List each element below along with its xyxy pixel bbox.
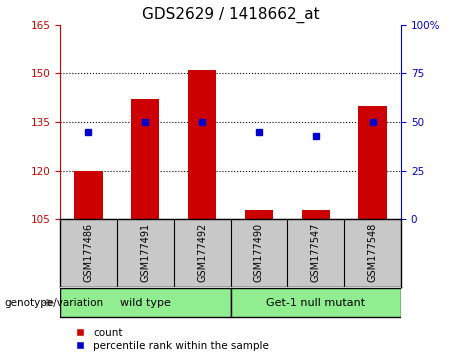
Bar (131, 99, 160, 219)
Text: Get-1 null mutant: Get-1 null mutant (266, 298, 366, 308)
Bar (245, 210, 273, 219)
Text: genotype/variation: genotype/variation (5, 298, 104, 308)
Bar (188, 70, 216, 219)
Title: GDS2629 / 1418662_at: GDS2629 / 1418662_at (142, 7, 319, 23)
Text: GSM177491: GSM177491 (140, 223, 150, 282)
Bar (358, 106, 387, 219)
Bar (230, 288, 401, 317)
Bar (301, 210, 330, 219)
Text: GSM177486: GSM177486 (83, 223, 94, 282)
Text: GSM177547: GSM177547 (311, 223, 321, 282)
Text: GSM177490: GSM177490 (254, 223, 264, 282)
Bar (74, 171, 102, 219)
Bar (60, 288, 230, 317)
Legend: count, percentile rank within the sample: count, percentile rank within the sample (65, 324, 273, 354)
Text: GSM177492: GSM177492 (197, 223, 207, 282)
Text: wild type: wild type (120, 298, 171, 308)
Text: GSM177548: GSM177548 (367, 223, 378, 282)
